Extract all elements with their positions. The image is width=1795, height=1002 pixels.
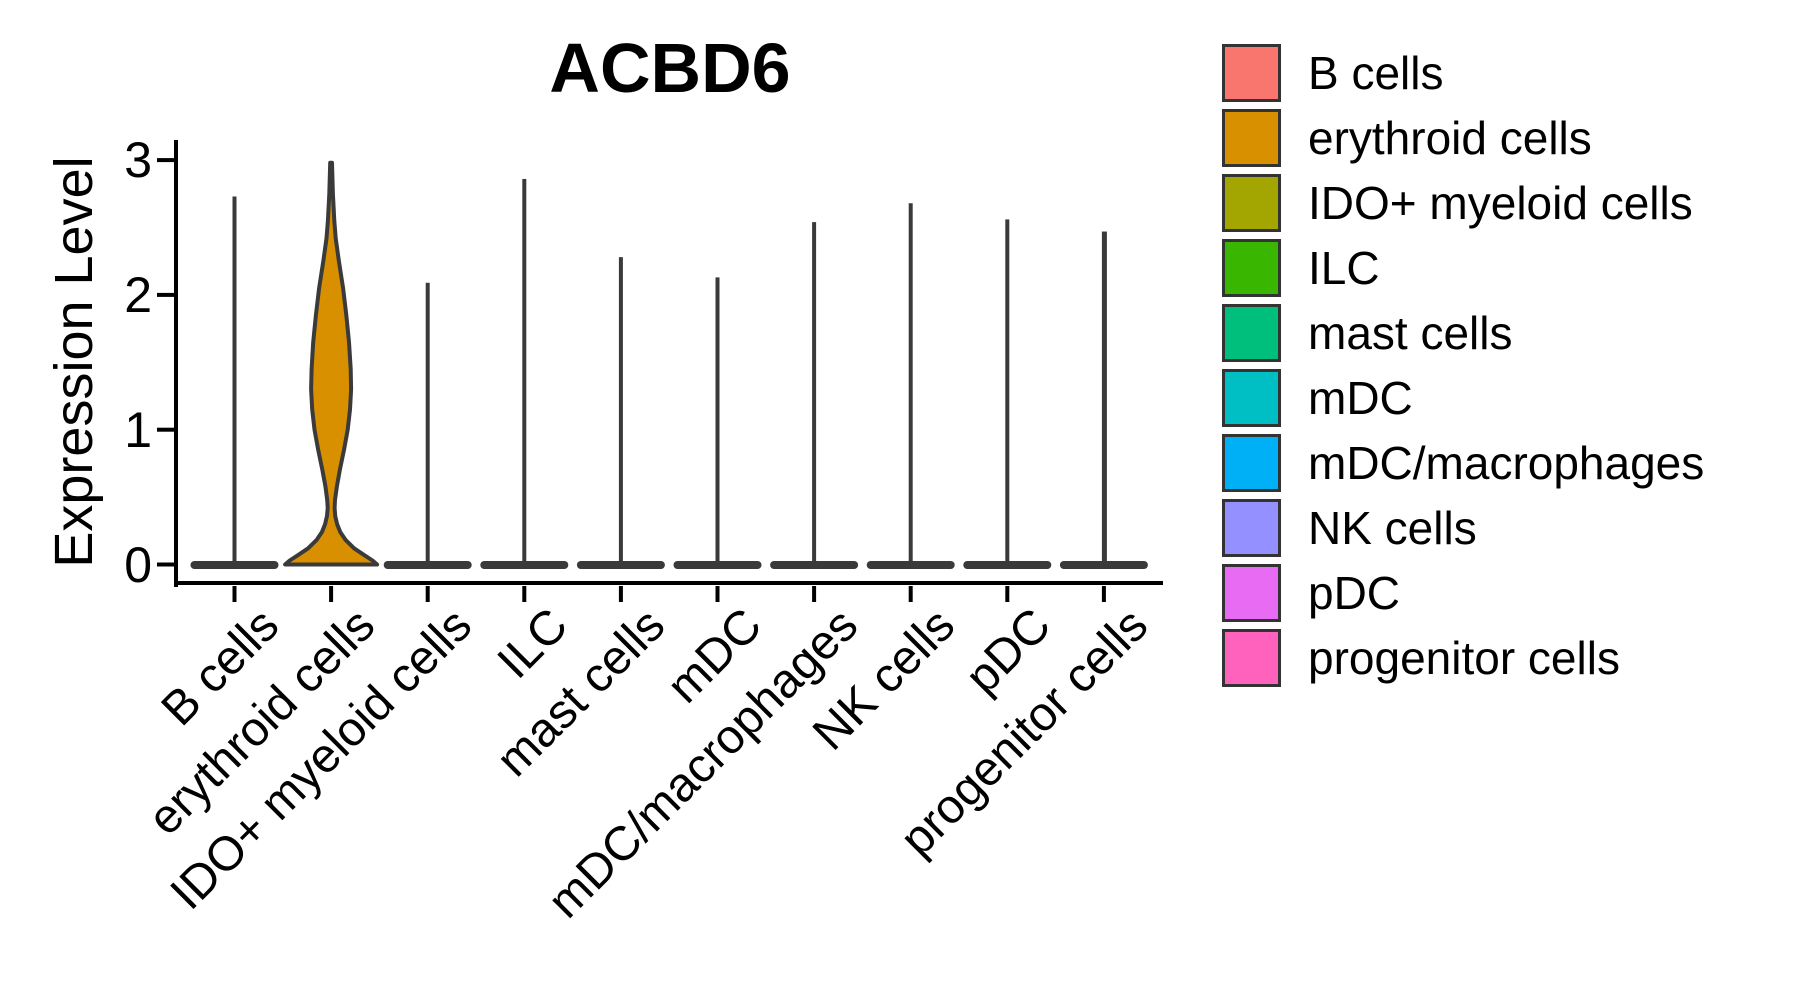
y-axis-title: Expression Level xyxy=(44,156,104,568)
legend-swatch-mdc-macrophages xyxy=(1222,434,1281,492)
legend-swatch-mdc xyxy=(1222,369,1281,427)
legend-item-nk-cells: NK cells xyxy=(1222,499,1704,557)
legend-label-b-cells: B cells xyxy=(1308,47,1444,99)
legend-swatch-pdc xyxy=(1222,564,1281,622)
legend-swatch-nk-cells xyxy=(1222,499,1281,557)
legend-swatch-erythroid-cells xyxy=(1222,109,1281,167)
legend-item-mdc-macrophages: mDC/macrophages xyxy=(1222,434,1704,492)
legend-label-nk-cells: NK cells xyxy=(1308,502,1477,554)
legend-label-mdc: mDC xyxy=(1308,372,1413,424)
chart-title: ACBD6 xyxy=(549,29,791,107)
y-tick-label-1: 1 xyxy=(124,401,152,458)
legend-label-mast-cells: mast cells xyxy=(1308,307,1513,359)
y-tick-label-2: 2 xyxy=(124,266,152,323)
legend-label-pdc: pDC xyxy=(1308,567,1401,619)
legend-label-progenitor-cells: progenitor cells xyxy=(1308,632,1620,684)
legend-item-ilc: ILC xyxy=(1222,239,1704,297)
legend-swatch-progenitor-cells xyxy=(1222,629,1281,687)
legend-swatch-mast-cells xyxy=(1222,304,1281,362)
y-tick-label-3: 3 xyxy=(124,132,152,189)
legend-item-progenitor-cells: progenitor cells xyxy=(1222,629,1704,687)
legend-item-pdc: pDC xyxy=(1222,564,1704,622)
legend-swatch-ido-myeloid-cells xyxy=(1222,174,1281,232)
legend-label-ido-myeloid-cells: IDO+ myeloid cells xyxy=(1308,177,1693,229)
legend: B cells erythroid cells IDO+ myeloid cel… xyxy=(1222,44,1704,694)
legend-item-b-cells: B cells xyxy=(1222,44,1704,102)
legend-item-mast-cells: mast cells xyxy=(1222,304,1704,362)
legend-item-erythroid-cells: erythroid cells xyxy=(1222,109,1704,167)
legend-label-ilc: ILC xyxy=(1308,242,1380,294)
legend-item-mdc: mDC xyxy=(1222,369,1704,427)
legend-item-ido-myeloid-cells: IDO+ myeloid cells xyxy=(1222,174,1704,232)
legend-swatch-b-cells xyxy=(1222,44,1281,102)
legend-label-erythroid-cells: erythroid cells xyxy=(1308,112,1592,164)
legend-swatch-ilc xyxy=(1222,239,1281,297)
y-tick-label-0: 0 xyxy=(124,536,152,593)
legend-label-mdc-macrophages: mDC/macrophages xyxy=(1308,437,1705,489)
